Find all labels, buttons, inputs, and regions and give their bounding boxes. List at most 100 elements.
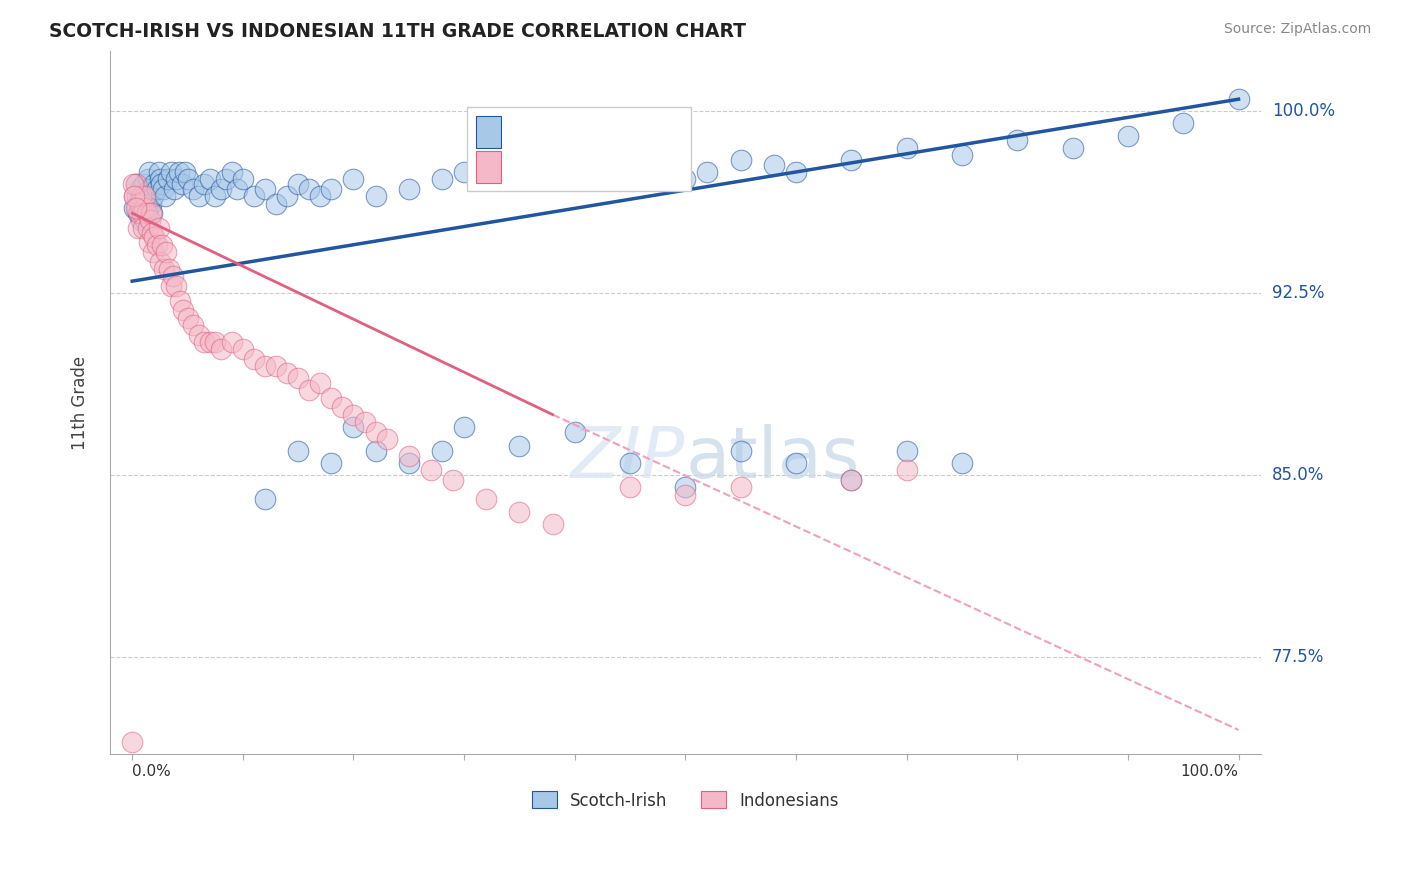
Legend: Scotch-Irish, Indonesians: Scotch-Irish, Indonesians [526, 785, 845, 816]
Point [135, 202, 157, 216]
Point [298, 384, 321, 398]
Point [1062, 141, 1084, 155]
Point [253, 492, 276, 507]
Point [730, 153, 752, 167]
Point [342, 419, 364, 434]
Point [419, 463, 441, 477]
Point [287, 444, 309, 458]
Point [176, 172, 198, 186]
Point [124, 202, 146, 216]
Point [1173, 116, 1195, 130]
Point [221, 334, 243, 349]
Point [264, 196, 287, 211]
Point [167, 165, 190, 179]
Point [950, 148, 973, 162]
Point [143, 177, 166, 191]
Point [160, 279, 183, 293]
Point [181, 182, 204, 196]
Point [619, 456, 641, 470]
Point [136, 172, 159, 186]
Point [950, 456, 973, 470]
Point [475, 158, 498, 172]
Point [309, 376, 332, 390]
Point [453, 419, 475, 434]
Point [160, 165, 183, 179]
Point [364, 189, 387, 203]
Text: R = 0.355   N = 97: R = 0.355 N = 97 [513, 125, 665, 139]
Point [142, 189, 165, 203]
Point [127, 206, 149, 220]
Point [209, 182, 232, 196]
FancyBboxPatch shape [467, 107, 692, 192]
Point [129, 182, 152, 196]
Point [619, 165, 641, 179]
Point [138, 235, 160, 250]
Point [619, 480, 641, 494]
Point [298, 182, 321, 196]
Point [125, 189, 148, 203]
Text: Source: ZipAtlas.com: Source: ZipAtlas.com [1223, 22, 1371, 37]
Point [204, 189, 226, 203]
Text: 85.0%: 85.0% [1272, 467, 1324, 484]
Point [564, 425, 586, 439]
Point [153, 262, 176, 277]
Point [148, 220, 170, 235]
Point [332, 401, 354, 415]
Point [141, 226, 163, 240]
Point [896, 141, 918, 155]
Point [187, 327, 209, 342]
Point [172, 303, 194, 318]
Bar [477, 116, 502, 148]
Point [132, 220, 155, 235]
Point [209, 342, 232, 356]
Point [508, 439, 530, 453]
Point [174, 165, 197, 179]
Point [475, 492, 498, 507]
Text: ZIP: ZIP [571, 425, 685, 493]
Point [243, 189, 266, 203]
Point [142, 245, 165, 260]
Point [375, 432, 398, 446]
Text: 100.0%: 100.0% [1272, 103, 1334, 120]
Text: 100.0%: 100.0% [1181, 764, 1239, 779]
Point [364, 425, 387, 439]
Point [198, 172, 221, 186]
Point [839, 473, 862, 487]
Point [541, 516, 564, 531]
Point [139, 206, 162, 220]
Point [453, 165, 475, 179]
Point [187, 189, 209, 203]
Point [131, 202, 153, 216]
Point [586, 153, 609, 167]
Point [176, 310, 198, 325]
Point [139, 182, 162, 196]
Point [143, 230, 166, 244]
Point [169, 293, 191, 308]
Point [221, 165, 243, 179]
Point [132, 189, 155, 203]
Point [134, 202, 156, 216]
Point [321, 182, 343, 196]
Point [1116, 128, 1139, 143]
Point [508, 505, 530, 519]
Point [124, 177, 146, 191]
Point [128, 206, 150, 220]
Point [253, 182, 276, 196]
Point [342, 408, 364, 422]
Point [149, 172, 172, 186]
Point [122, 177, 145, 191]
Point [398, 449, 420, 463]
Point [127, 220, 149, 235]
Point [125, 202, 148, 216]
Point [155, 189, 177, 203]
Point [1227, 92, 1250, 106]
Point [896, 463, 918, 477]
Point [398, 456, 420, 470]
Point [139, 196, 162, 211]
Point [232, 172, 254, 186]
Point [149, 177, 172, 191]
Point [508, 172, 530, 186]
Point [135, 206, 157, 220]
Point [152, 182, 174, 196]
Point [193, 334, 215, 349]
